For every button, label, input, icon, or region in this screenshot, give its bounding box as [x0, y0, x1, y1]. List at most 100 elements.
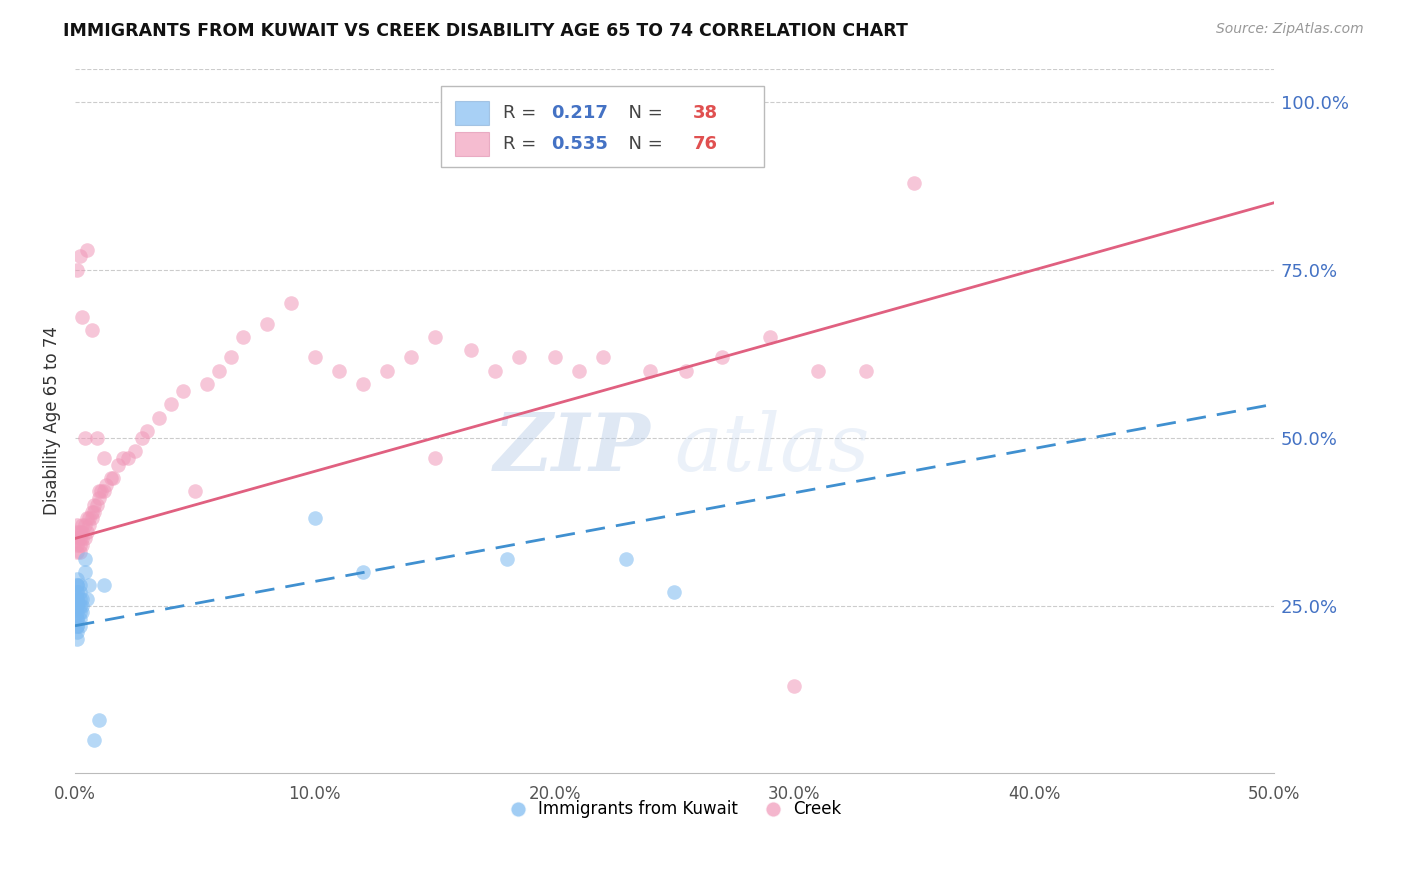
Point: [136, 424, 159, 438]
Point: [66, 538, 89, 552]
Point: [87, 491, 110, 505]
Point: [903, 176, 925, 190]
Point: [103, 471, 125, 485]
Point: [66, 632, 89, 647]
Point: [87, 713, 110, 727]
Point: [304, 511, 326, 525]
Point: [70, 524, 93, 539]
Text: N =: N =: [617, 104, 668, 122]
Point: [80, 323, 103, 337]
Text: ZIP: ZIP: [494, 410, 651, 488]
Point: [69, 612, 91, 626]
FancyBboxPatch shape: [456, 132, 489, 156]
Point: [69, 545, 91, 559]
Text: atlas: atlas: [675, 410, 870, 488]
Point: [76, 243, 98, 257]
Point: [69, 532, 91, 546]
Point: [304, 350, 326, 364]
Point: [69, 585, 91, 599]
Point: [69, 250, 91, 264]
Point: [124, 444, 146, 458]
Point: [495, 551, 517, 566]
Point: [83, 732, 105, 747]
Point: [111, 450, 134, 465]
Point: [66, 524, 89, 539]
Point: [280, 296, 302, 310]
Point: [66, 585, 89, 599]
Point: [66, 625, 89, 640]
Point: [66, 532, 89, 546]
Point: [100, 471, 122, 485]
Point: [66, 578, 89, 592]
Point: [375, 363, 398, 377]
Point: [87, 484, 110, 499]
Point: [592, 350, 614, 364]
Point: [66, 599, 89, 613]
FancyBboxPatch shape: [440, 87, 765, 167]
FancyBboxPatch shape: [456, 101, 489, 125]
Text: R =: R =: [503, 104, 541, 122]
Point: [160, 397, 183, 411]
Point: [66, 572, 89, 586]
Point: [73, 518, 96, 533]
Point: [711, 350, 734, 364]
Point: [69, 591, 91, 606]
Point: [70, 599, 93, 613]
Text: N =: N =: [617, 135, 668, 153]
Point: [399, 350, 422, 364]
Point: [208, 363, 231, 377]
Point: [96, 477, 118, 491]
Point: [73, 551, 96, 566]
Point: [117, 450, 139, 465]
Point: [66, 578, 89, 592]
Point: [73, 532, 96, 546]
Point: [855, 363, 877, 377]
Point: [184, 484, 207, 499]
Point: [66, 591, 89, 606]
Text: 76: 76: [692, 135, 717, 153]
Point: [69, 605, 91, 619]
Point: [69, 599, 91, 613]
Point: [79, 578, 101, 592]
Point: [567, 363, 589, 377]
Point: [131, 431, 153, 445]
Point: [90, 484, 112, 499]
Point: [219, 350, 242, 364]
Point: [70, 538, 93, 552]
Point: [616, 551, 638, 566]
Point: [69, 524, 91, 539]
Point: [76, 511, 98, 525]
Point: [172, 384, 194, 398]
Point: [66, 591, 89, 606]
Point: [73, 431, 96, 445]
Point: [70, 605, 93, 619]
Point: [69, 538, 91, 552]
Point: [93, 450, 115, 465]
Point: [460, 343, 482, 358]
Y-axis label: Disability Age 65 to 74: Disability Age 65 to 74: [44, 326, 60, 516]
Text: 0.535: 0.535: [551, 135, 607, 153]
Point: [83, 498, 105, 512]
Text: Source: ZipAtlas.com: Source: ZipAtlas.com: [1216, 22, 1364, 37]
Point: [69, 578, 91, 592]
Point: [93, 484, 115, 499]
Point: [484, 363, 506, 377]
Point: [70, 518, 93, 533]
Point: [73, 565, 96, 579]
Point: [80, 511, 103, 525]
Point: [543, 350, 565, 364]
Point: [70, 591, 93, 606]
Text: IMMIGRANTS FROM KUWAIT VS CREEK DISABILITY AGE 65 TO 74 CORRELATION CHART: IMMIGRANTS FROM KUWAIT VS CREEK DISABILI…: [63, 22, 908, 40]
Point: [807, 363, 830, 377]
Point: [640, 363, 662, 377]
Point: [93, 578, 115, 592]
Point: [675, 363, 697, 377]
Point: [76, 524, 98, 539]
Point: [508, 350, 530, 364]
Point: [66, 518, 89, 533]
Point: [195, 377, 218, 392]
Point: [423, 330, 446, 344]
Point: [79, 518, 101, 533]
Point: [70, 310, 93, 324]
Point: [79, 511, 101, 525]
